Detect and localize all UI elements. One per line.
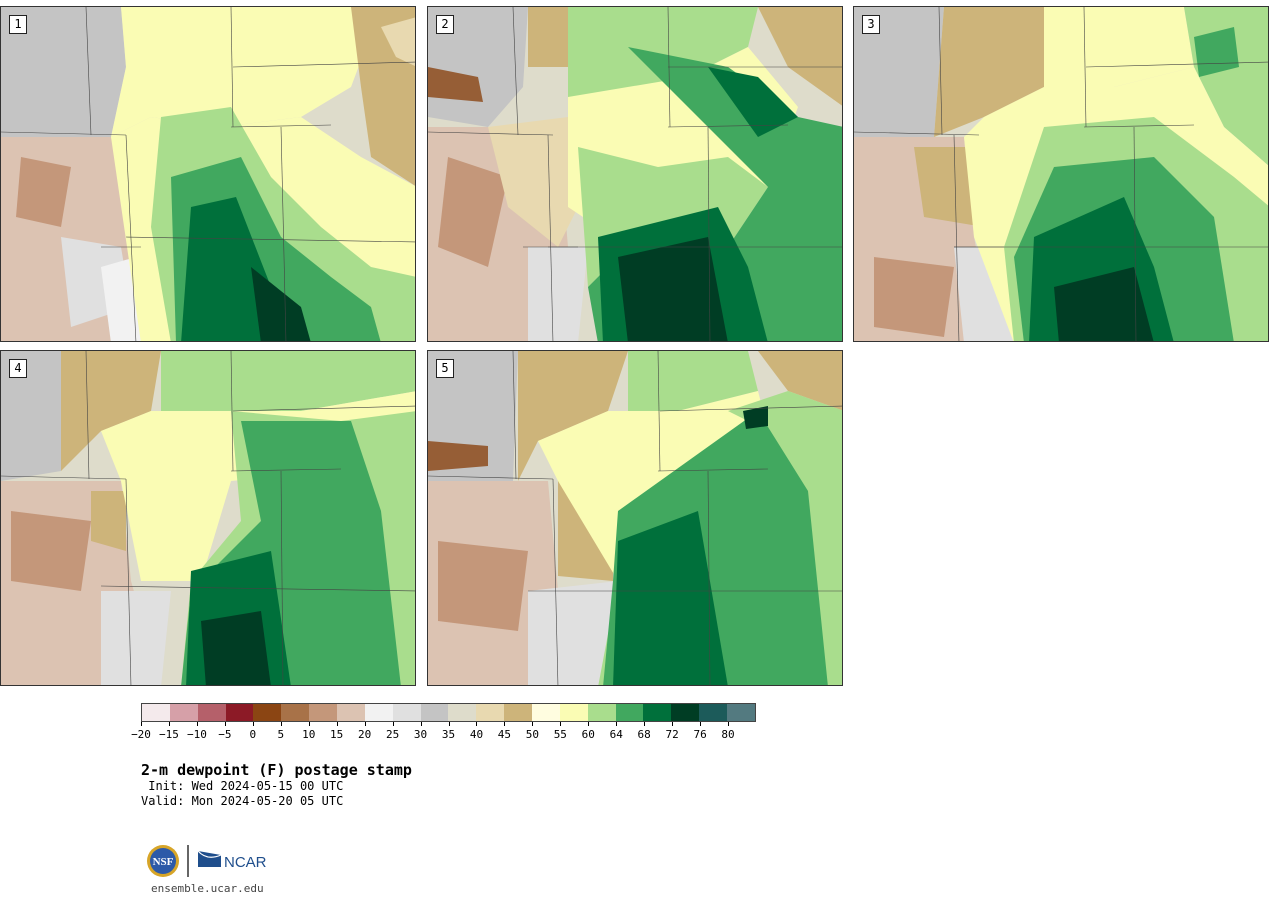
colorbar-swatch: [699, 704, 728, 721]
colorbar-swatch: [169, 704, 198, 721]
valid-time: Valid: Mon 2024-05-20 05 UTC: [141, 794, 344, 808]
colorbar-tick-label: 10: [302, 728, 316, 741]
colorbar-swatch: [448, 704, 477, 721]
colorbar-tick: [196, 722, 198, 726]
dewpoint-map: [1, 7, 415, 341]
colorbar-swatch: [281, 704, 310, 721]
colorbar-tick: [616, 722, 618, 726]
nsf-logo-text: NSF: [153, 856, 174, 868]
panel-number: 1: [9, 15, 27, 34]
colorbar-swatch: [225, 704, 254, 721]
colorbar-tick: [700, 722, 702, 726]
colorbar-swatch: [504, 704, 533, 721]
map-panel-4: 4: [0, 350, 416, 686]
colorbar-tick: [588, 722, 590, 726]
colorbar-tick: [141, 722, 142, 726]
colorbar-swatch: [392, 704, 421, 721]
colorbar-tick: [224, 722, 226, 726]
colorbar: [141, 703, 756, 722]
colorbar-swatch: [197, 704, 226, 721]
colorbar-tick: [280, 722, 282, 726]
map-panel-3: 3: [853, 6, 1269, 342]
colorbar-tick-label: 35: [441, 728, 456, 741]
colorbar-tick-label: 76: [693, 728, 707, 741]
colorbar-swatch: [532, 704, 560, 721]
panel-number: 4: [9, 359, 27, 378]
colorbar-tick-label: −15: [159, 728, 179, 741]
panel-number: 5: [436, 359, 454, 378]
colorbar-tick: [364, 722, 366, 726]
colorbar-swatch: [142, 704, 170, 721]
panel-number: 3: [862, 15, 880, 34]
colorbar-tick-label: 55: [553, 728, 567, 741]
colorbar-swatch: [643, 704, 672, 721]
colorbar-tick: [308, 722, 310, 726]
colorbar-tick-label: 5: [277, 728, 285, 741]
colorbar-tick-label: 15: [330, 728, 344, 741]
dewpoint-map: [428, 351, 842, 685]
colorbar-swatch: [253, 704, 282, 721]
colorbar-tick: [532, 722, 534, 726]
plot-title: 2-m dewpoint (F) postage stamp: [141, 761, 412, 779]
colorbar-tick-label: 40: [469, 728, 484, 741]
colorbar-tick-label: 68: [637, 728, 651, 741]
colorbar-tick: [504, 722, 506, 726]
colorbar-tick-label: −5: [218, 728, 232, 741]
init-time: Init: Wed 2024-05-15 00 UTC: [141, 779, 344, 793]
colorbar-tick-label: 64: [609, 728, 623, 741]
map-panel-1: 1: [0, 6, 416, 342]
colorbar-swatch: [727, 704, 755, 721]
map-panel-2: 2: [427, 6, 843, 342]
colorbar-tick-label: −20: [131, 728, 151, 741]
colorbar-tick: [448, 722, 450, 726]
colorbar-swatch: [587, 704, 616, 721]
colorbar-swatch: [420, 704, 449, 721]
colorbar-tick: [644, 722, 646, 726]
colorbar-tick: [420, 722, 422, 726]
colorbar-tick: [728, 722, 730, 726]
map-panel-5: 5: [427, 350, 843, 686]
colorbar-tick-label: 20: [358, 728, 372, 741]
colorbar-tick-label: 25: [385, 728, 400, 741]
colorbar-tick: [672, 722, 674, 726]
colorbar-tick-label: 45: [497, 728, 512, 741]
ncar-logo-text: NCAR: [224, 854, 267, 871]
dewpoint-map: [1, 351, 415, 685]
colorbar-swatch: [615, 704, 644, 721]
colorbar-tick-label: 0: [249, 728, 257, 741]
colorbar-swatch: [364, 704, 393, 721]
colorbar-swatch: [337, 704, 365, 721]
colorbar-tick-label: 50: [525, 728, 539, 741]
colorbar-swatch: [559, 704, 588, 721]
colorbar-swatch: [309, 704, 338, 721]
colorbar-tick-label: 72: [665, 728, 679, 741]
site-url: ensemble.ucar.edu: [151, 882, 264, 895]
dewpoint-map: [428, 7, 842, 341]
colorbar-tick-label: 30: [413, 728, 428, 741]
colorbar-tick: [392, 722, 394, 726]
colorbar-tick: [560, 722, 562, 726]
colorbar-tick-labels: −20 −15 −10 −5 0 5 10 15 20 25 30 35 40 45 50 55 60 64 68 7…: [131, 722, 756, 742]
colorbar-swatch: [671, 704, 700, 721]
dewpoint-map: [854, 7, 1268, 341]
panel-number: 2: [436, 15, 454, 34]
colorbar-tick: [252, 722, 254, 726]
colorbar-tick-label: 60: [581, 728, 595, 741]
colorbar-tick-label: 80: [721, 728, 735, 741]
logos: NSF NCAR: [145, 843, 285, 879]
colorbar-tick: [476, 722, 478, 726]
nsf-ncar-logo-icon: NSF NCAR: [147, 845, 267, 877]
colorbar-tick: [168, 722, 170, 726]
colorbar-swatch: [476, 704, 505, 721]
colorbar-tick-label: −10: [186, 728, 207, 741]
colorbar-tick: [336, 722, 338, 726]
